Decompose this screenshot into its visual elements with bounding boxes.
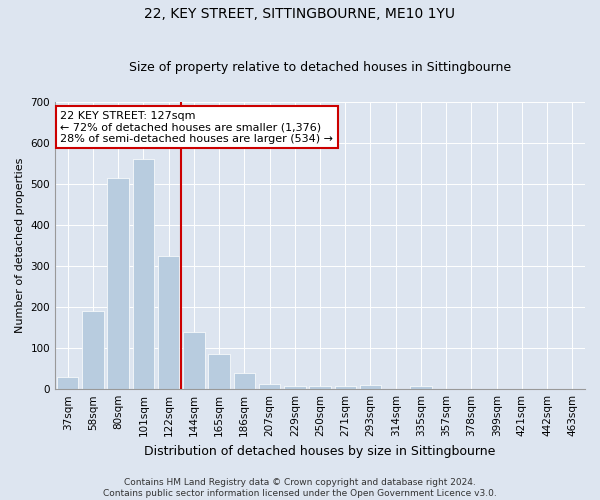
- Bar: [208, 354, 230, 389]
- Bar: [233, 373, 255, 389]
- Bar: [410, 386, 431, 389]
- Bar: [360, 385, 381, 389]
- Bar: [335, 386, 356, 389]
- Bar: [107, 178, 129, 389]
- Bar: [57, 377, 79, 389]
- Bar: [133, 160, 154, 389]
- Text: 22 KEY STREET: 127sqm
← 72% of detached houses are smaller (1,376)
28% of semi-d: 22 KEY STREET: 127sqm ← 72% of detached …: [61, 110, 334, 144]
- Bar: [82, 311, 104, 389]
- Title: Size of property relative to detached houses in Sittingbourne: Size of property relative to detached ho…: [129, 62, 511, 74]
- Text: Contains HM Land Registry data © Crown copyright and database right 2024.
Contai: Contains HM Land Registry data © Crown c…: [103, 478, 497, 498]
- Bar: [259, 384, 280, 389]
- Bar: [183, 332, 205, 389]
- Bar: [158, 256, 179, 389]
- Text: 22, KEY STREET, SITTINGBOURNE, ME10 1YU: 22, KEY STREET, SITTINGBOURNE, ME10 1YU: [145, 8, 455, 22]
- X-axis label: Distribution of detached houses by size in Sittingbourne: Distribution of detached houses by size …: [145, 444, 496, 458]
- Y-axis label: Number of detached properties: Number of detached properties: [15, 158, 25, 334]
- Bar: [284, 386, 305, 389]
- Bar: [309, 386, 331, 389]
